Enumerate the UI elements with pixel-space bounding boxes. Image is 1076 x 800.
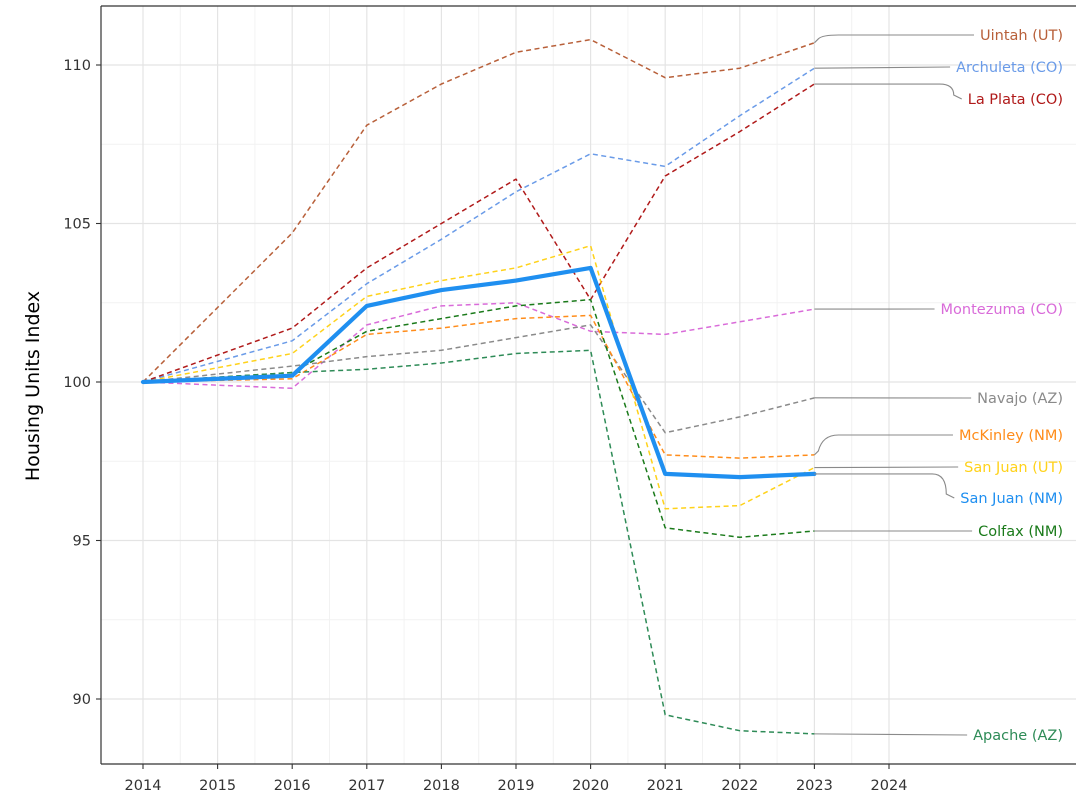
series-labels: Uintah (UT) Archuleta (CO) La Plata (CO) Mo… bbox=[941, 28, 1063, 744]
series-line bbox=[142, 298, 815, 539]
x-tick-label: 2022 bbox=[721, 778, 758, 794]
series-label: San Juan (NM) bbox=[960, 491, 1063, 507]
y-tick-label: 90 bbox=[73, 692, 91, 708]
series-label: Uintah (UT) bbox=[980, 28, 1063, 44]
series-label: Montezuma (CO) bbox=[941, 302, 1063, 318]
x-tick-label: 2014 bbox=[125, 778, 162, 794]
series-lines bbox=[140, 38, 817, 735]
series-label: San Juan (UT) bbox=[964, 460, 1063, 476]
x-tick-label: 2021 bbox=[647, 778, 684, 794]
x-tick-label: 2020 bbox=[572, 778, 609, 794]
axes: 90 95 100 105 110 2014 2015 2016 2017 2018 2019 202… bbox=[63, 5, 1076, 794]
series-line bbox=[142, 302, 815, 390]
y-tick-label: 110 bbox=[63, 58, 91, 74]
y-tick-label: 105 bbox=[63, 217, 91, 233]
x-tick-label: 2023 bbox=[796, 778, 833, 794]
leader-line bbox=[814, 466, 959, 469]
series-line bbox=[142, 83, 815, 383]
leader-line bbox=[814, 473, 955, 499]
series-line bbox=[142, 244, 815, 510]
y-tick-label: 95 bbox=[73, 534, 91, 550]
leader-line bbox=[814, 34, 974, 44]
plot-area bbox=[101, 6, 1076, 764]
series-line bbox=[142, 314, 815, 459]
series-line bbox=[142, 349, 815, 735]
x-tick-label: 2024 bbox=[871, 778, 908, 794]
x-tick-label: 2015 bbox=[199, 778, 236, 794]
leader-line bbox=[814, 83, 962, 100]
x-tick-label: 2016 bbox=[274, 778, 311, 794]
x-tick-label: 2019 bbox=[498, 778, 535, 794]
x-tick-label: 2017 bbox=[348, 778, 385, 794]
plot-background bbox=[101, 6, 1076, 764]
series-label: La Plata (CO) bbox=[968, 92, 1063, 108]
series-line bbox=[142, 38, 815, 383]
x-tick-label: 2018 bbox=[423, 778, 460, 794]
series-label: Colfax (NM) bbox=[978, 524, 1063, 540]
series-label: Archuleta (CO) bbox=[956, 60, 1063, 76]
leader-line bbox=[814, 434, 953, 456]
series-label: Navajo (AZ) bbox=[977, 391, 1063, 407]
label-leader-lines bbox=[814, 34, 974, 736]
grid-lines bbox=[101, 6, 1076, 764]
series-line bbox=[140, 265, 817, 480]
series-label: McKinley (NM) bbox=[959, 428, 1063, 444]
y-axis-title: Housing Units Index bbox=[22, 291, 44, 481]
series-line bbox=[142, 324, 815, 434]
leader-line bbox=[814, 66, 951, 69]
y-tick-label: 100 bbox=[63, 375, 91, 391]
leader-line bbox=[814, 733, 968, 736]
series-label: Apache (AZ) bbox=[973, 728, 1063, 744]
